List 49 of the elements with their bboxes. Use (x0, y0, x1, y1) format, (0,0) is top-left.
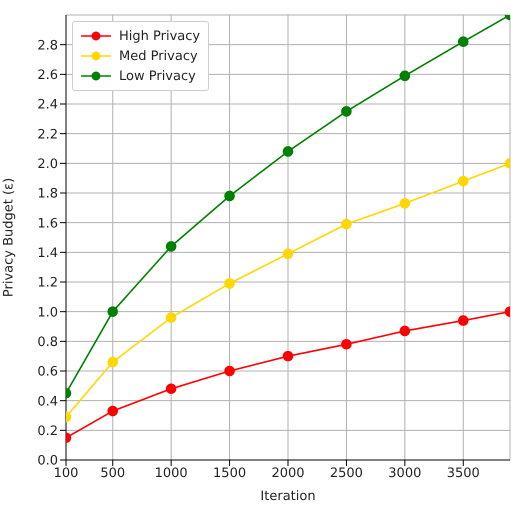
point (224, 190, 235, 202)
point (166, 312, 176, 323)
y-axis-title: Privacy Budget (ε) (2, 178, 17, 298)
point (458, 36, 469, 47)
x-tick-label: 2000 (271, 466, 305, 482)
y-tick-label: 0.0 (37, 454, 58, 469)
y-tick-label: 0.6 (37, 364, 58, 380)
legend-label: High Privacy (119, 28, 200, 44)
point (458, 176, 469, 186)
y-tick-label: 2.4 (37, 98, 58, 113)
point (224, 278, 235, 289)
point (341, 106, 352, 117)
y-tick-label: 1.2 (37, 276, 58, 291)
x-tick-label: 100 (54, 466, 78, 482)
x-tick-label: 3000 (388, 466, 422, 482)
point (107, 406, 118, 416)
point (282, 350, 294, 362)
y-tick-label: 2.0 (37, 156, 58, 172)
y-tick-label: 0.8 (37, 334, 58, 350)
y-tick-label: 1.4 (37, 246, 58, 261)
y-tick-label: 1.8 (37, 186, 58, 202)
x-tick-label: 500 (100, 466, 126, 482)
point (400, 70, 410, 82)
x-tick-label: 1500 (213, 466, 246, 482)
point (341, 339, 352, 350)
y-tick-label: 0.2 (37, 424, 58, 439)
x-axis-title: Iteration (260, 489, 316, 504)
point (400, 198, 410, 209)
point (341, 218, 352, 230)
point (282, 146, 294, 157)
x-tick-label: 1000 (154, 466, 188, 482)
y-tick-label: 1.6 (37, 216, 58, 232)
y-tick-label: 0.4 (37, 394, 58, 410)
y-tick-label: 1.0 (37, 305, 58, 320)
point (107, 306, 118, 317)
y-tick-label: 2.2 (37, 127, 58, 142)
point (166, 384, 176, 394)
x-tick-label: 2500 (330, 466, 363, 482)
legend-label: Med Privacy (119, 48, 198, 64)
point (458, 315, 469, 326)
point (166, 241, 176, 252)
point (400, 326, 410, 336)
point (107, 356, 118, 368)
y-tick-label: 2.8 (37, 38, 58, 54)
point (282, 248, 294, 260)
y-tick-label: 2.6 (37, 68, 58, 83)
point (224, 366, 235, 376)
x-tick-label: 3500 (446, 466, 480, 482)
legend-label: Low Privacy (119, 68, 196, 84)
